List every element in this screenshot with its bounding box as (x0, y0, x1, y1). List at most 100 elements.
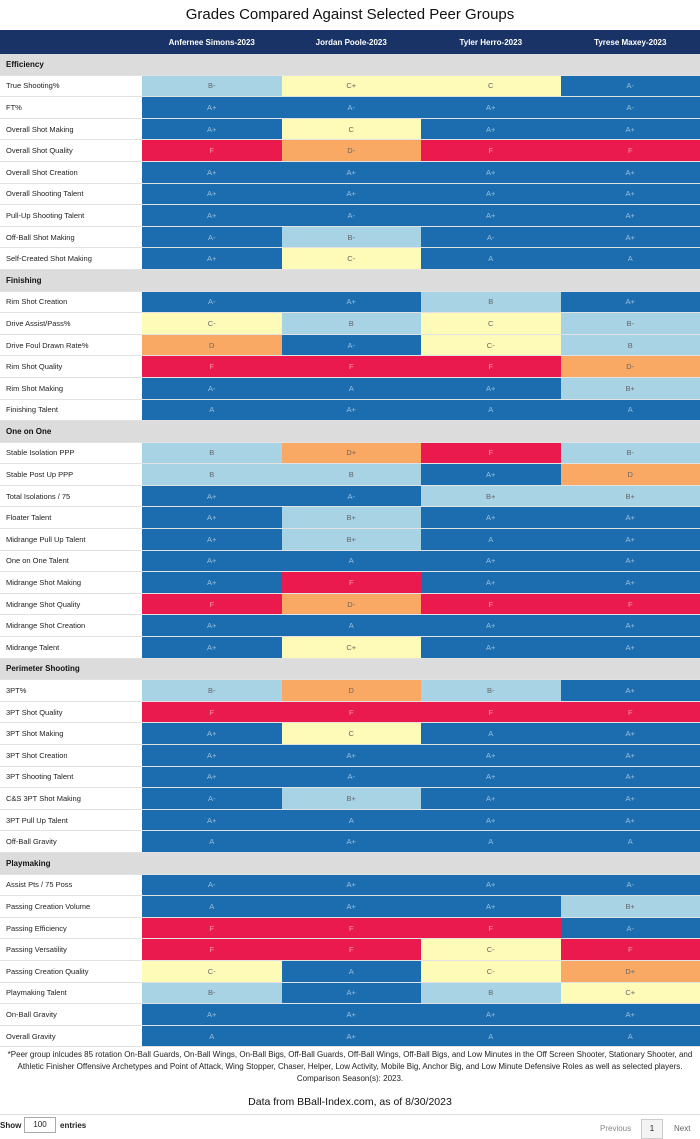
footnote-line: Athletic Finisher Offensive Archetypes a… (17, 1062, 683, 1071)
footnote: *Peer group inlcudes 85 rotation On-Ball… (0, 1049, 700, 1085)
grade-cell: A+ (281, 874, 421, 897)
grade-cell: A (142, 830, 282, 853)
grade-cell: A (421, 722, 561, 745)
table-row: Passing Creation Quality C- A C- D+ (0, 960, 700, 983)
grade-cell: A+ (281, 291, 421, 314)
table-row: Midrange Shot Making A+ F A+ A+ (0, 571, 700, 594)
header-player-4[interactable]: Tyrese Maxey-2023 (560, 30, 700, 54)
grade-cell: A+ (142, 744, 282, 767)
next-page-button[interactable]: Next (674, 1124, 691, 1133)
grade-cell: A+ (281, 183, 421, 206)
table-row: Passing Efficiency F F F A- (0, 917, 700, 940)
grade-cell: B (142, 442, 282, 465)
section-title: Finishing (0, 269, 700, 292)
grade-cell: A+ (142, 204, 282, 227)
grade-cell: F (421, 917, 561, 940)
grade-cell: B (421, 291, 561, 314)
page-number-button[interactable]: 1 (641, 1119, 663, 1139)
grade-cell: A+ (142, 636, 282, 659)
table-row: Pull-Up Shooting Talent A+ A- A+ A+ (0, 204, 700, 227)
metric-label: Rim Shot Quality (0, 355, 142, 378)
metric-label: 3PT Shot Creation (0, 744, 142, 767)
section-title: Playmaking (0, 852, 700, 875)
header-player-1[interactable]: Anfernee Simons-2023 (142, 30, 282, 54)
metric-label: Off-Ball Shot Making (0, 226, 142, 249)
metric-label: 3PT Shot Making (0, 722, 142, 745)
table-row: 3PT Shot Making A+ C A A+ (0, 722, 700, 745)
grade-cell: A+ (281, 1025, 421, 1048)
grade-cell: A+ (560, 161, 700, 184)
grade-cell: A+ (281, 895, 421, 918)
metric-label: On-Ball Gravity (0, 1003, 142, 1026)
metric-label: Midrange Talent (0, 636, 142, 659)
metric-label: Assist Pts / 75 Poss (0, 874, 142, 897)
table-row: FT% A+ A- A+ A- (0, 96, 700, 119)
grade-cell: A- (142, 874, 282, 897)
table-row: 3PT Shot Quality F F F F (0, 701, 700, 724)
table-row: Overall Shot Creation A+ A+ A+ A+ (0, 161, 700, 184)
section-header-row: Efficiency (0, 54, 700, 76)
grade-cell: A+ (560, 226, 700, 249)
header-row: Anfernee Simons-2023 Jordan Poole-2023 T… (0, 30, 700, 54)
grade-cell: A (421, 1025, 561, 1048)
grade-cell: C- (142, 960, 282, 983)
metric-label: Stable Post Up PPP (0, 463, 142, 486)
grade-cell: B- (560, 442, 700, 465)
grade-cell: A+ (421, 787, 561, 810)
grade-cell: A+ (421, 636, 561, 659)
table-row: Passing Versatility F F C- F (0, 938, 700, 961)
grade-cell: C- (421, 960, 561, 983)
metric-label: True Shooting% (0, 75, 142, 98)
grade-cell: C- (142, 312, 282, 335)
table-row: Floater Talent A+ B+ A+ A+ (0, 506, 700, 530)
grade-cell: A+ (560, 291, 700, 314)
grade-cell: A+ (421, 614, 561, 638)
table-row: Passing Creation Volume A A+ A+ B+ (0, 895, 700, 918)
grade-cell: B+ (560, 895, 700, 918)
grade-cell: A+ (560, 744, 700, 767)
previous-page-button[interactable]: Previous (600, 1124, 632, 1133)
grade-cell: A+ (142, 528, 282, 551)
grade-cell: B- (281, 226, 421, 249)
grade-cell: A+ (560, 614, 700, 638)
header-player-2[interactable]: Jordan Poole-2023 (281, 30, 421, 54)
table-row: Stable Isolation PPP B D+ F B- (0, 442, 700, 465)
grade-cell: F (421, 442, 561, 465)
grade-cell: B- (142, 679, 282, 702)
grade-cell: A+ (142, 247, 282, 270)
section-title: One on One (0, 420, 700, 443)
grade-cell: A+ (142, 506, 282, 530)
table-row: 3PT Shot Creation A+ A+ A+ A+ (0, 744, 700, 767)
grade-cell: A+ (421, 874, 561, 897)
grade-cell: C+ (281, 75, 421, 98)
entries-select[interactable]: 100 (24, 1117, 56, 1133)
header-player-3[interactable]: Tyler Herro-2023 (421, 30, 561, 54)
metric-label: Drive Foul Drawn Rate% (0, 334, 142, 357)
grade-cell: F (142, 139, 282, 162)
grade-cell: A+ (560, 809, 700, 832)
metric-label: Passing Creation Volume (0, 895, 142, 918)
grade-cell: A (281, 377, 421, 400)
table-row: Overall Shooting Talent A+ A+ A+ A+ (0, 183, 700, 206)
grade-cell: A+ (560, 787, 700, 810)
grade-cell: A+ (421, 744, 561, 767)
grade-cell: A (560, 247, 700, 270)
grade-cell: C (421, 75, 561, 98)
grade-cell: F (281, 571, 421, 594)
footnote-line: Comparison Season(s): 2023. (296, 1074, 404, 1083)
grade-cell: F (421, 701, 561, 724)
grade-cell: A+ (281, 744, 421, 767)
grade-cell: A+ (421, 571, 561, 594)
grade-cell: A- (281, 334, 421, 357)
grade-cell: A+ (421, 204, 561, 227)
grade-cell: A (281, 809, 421, 832)
table-row: Playmaking Talent B- A+ B C+ (0, 982, 700, 1005)
metric-label: Self-Created Shot Making (0, 247, 142, 270)
table-row: Midrange Shot Creation A+ A A+ A+ (0, 614, 700, 638)
grade-cell: F (281, 917, 421, 940)
grade-cell: A+ (421, 183, 561, 206)
grade-cell: A- (560, 917, 700, 940)
grade-cell: D (560, 463, 700, 486)
section-header-row: Finishing (0, 269, 700, 292)
metric-label: Finishing Talent (0, 399, 142, 422)
